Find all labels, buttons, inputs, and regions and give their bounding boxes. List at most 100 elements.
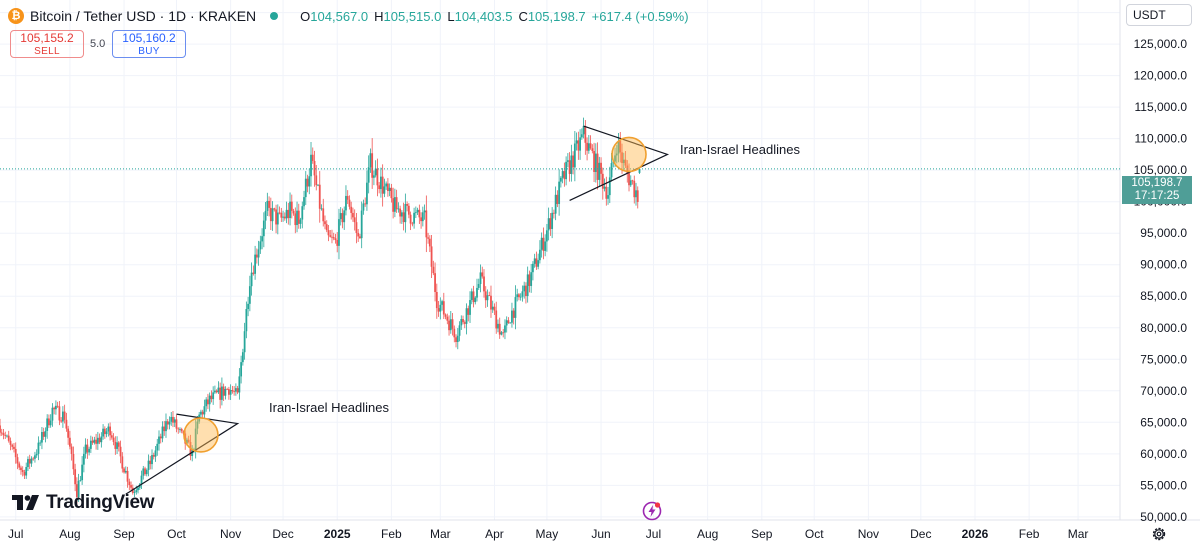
candle-body <box>378 185 381 190</box>
candle-body <box>397 208 400 210</box>
candle-body <box>364 203 367 205</box>
candle-body <box>362 203 365 211</box>
candle-body <box>245 309 248 332</box>
candle-body <box>584 126 587 143</box>
candle-body <box>175 419 178 429</box>
candle-body <box>126 470 129 482</box>
candle-body <box>589 143 592 149</box>
candle-body <box>324 221 326 225</box>
candle-body <box>586 142 588 151</box>
candle-body <box>430 246 433 267</box>
symbol-title[interactable]: Bitcoin / Tether USD · 1D · KRAKEN <box>30 8 257 24</box>
gear-icon[interactable] <box>1151 526 1167 542</box>
candle-body <box>9 440 12 445</box>
candle-body <box>105 431 108 435</box>
time-axis[interactable]: Jul Aug Sep Oct Nov Dec 2025 Feb Mar Apr May Jun Jul… <box>8 527 1088 541</box>
candle-body <box>532 263 534 273</box>
candle-body <box>23 472 26 476</box>
candle-body <box>79 480 82 481</box>
candle-body <box>596 153 599 180</box>
candle-body <box>49 420 52 426</box>
candle-body <box>107 426 110 432</box>
candle-body <box>18 463 21 468</box>
sell-button[interactable]: 105,155.2 SELL <box>10 30 84 58</box>
candle-body <box>331 236 333 238</box>
time-tick-label: Apr <box>485 527 504 541</box>
candle-body <box>481 272 484 277</box>
candle-body <box>336 239 339 246</box>
candle-body <box>491 306 494 310</box>
candle-body <box>495 310 498 329</box>
tradingview-logo-icon <box>12 495 39 510</box>
candle-body <box>82 453 85 465</box>
candle-body <box>56 405 59 407</box>
candle-body <box>306 178 309 187</box>
candle-body <box>100 436 103 443</box>
candle-body <box>355 222 358 233</box>
candle-body <box>338 219 340 246</box>
candle-body <box>234 388 237 392</box>
candle-body <box>545 230 548 242</box>
ohlc-open: O104,567.0 <box>300 8 369 24</box>
candle-body <box>549 218 552 229</box>
candle-body <box>414 212 417 214</box>
candle-body <box>301 206 304 220</box>
tradingview-logo[interactable]: TradingView <box>12 492 155 514</box>
candle-body <box>222 386 225 396</box>
candle-body <box>262 220 265 237</box>
candle-body <box>402 212 405 223</box>
candle-body <box>509 322 512 324</box>
candle-body <box>511 310 513 323</box>
candle-body <box>318 184 321 209</box>
market-status-dot[interactable] <box>270 12 279 20</box>
annotation-label-2024[interactable]: Iran-Israel Headlines <box>269 400 389 415</box>
candle-body <box>37 442 40 454</box>
candle-body <box>268 200 270 208</box>
candle-body <box>290 201 293 211</box>
price-axis[interactable]: 50,000.0 55,000.0 60,000.0 65,000.0 70,000.0… <box>1134 37 1188 524</box>
candle-body <box>628 172 630 186</box>
candle-body <box>16 457 19 464</box>
buy-button[interactable]: 105,160.2 BUY <box>112 30 186 58</box>
candle-body <box>404 203 407 223</box>
candle-body <box>544 241 547 251</box>
symbol-header: ₿ Bitcoin / Tether USD · 1D · KRAKEN O10… <box>8 6 689 26</box>
candle-body <box>380 176 382 190</box>
time-tick-label: 2025 <box>324 527 351 541</box>
candle-body <box>624 159 627 166</box>
candle-body <box>320 208 323 210</box>
ohlc-low: L104,403.5 <box>447 8 513 24</box>
currency-selector[interactable]: USDT <box>1126 4 1192 26</box>
candle-body <box>166 421 169 425</box>
time-tick-label: Jun <box>591 527 610 541</box>
candle-body <box>434 273 436 293</box>
candle-body <box>27 459 29 468</box>
candle-body <box>74 469 77 485</box>
candle-body <box>638 168 641 173</box>
time-tick-label: Jul <box>8 527 23 541</box>
candle-body <box>474 297 477 303</box>
candle-body <box>121 456 124 469</box>
price-tick-label: 125,000.0 <box>1134 37 1188 51</box>
flash-icon[interactable] <box>642 501 662 521</box>
buy-label: BUY <box>138 46 160 57</box>
candle-body <box>95 439 97 444</box>
candle-body <box>462 318 464 323</box>
candle-body <box>0 432 3 434</box>
candle-body <box>70 446 73 455</box>
candle-body <box>84 444 87 454</box>
candle-body <box>339 213 342 220</box>
sell-label: SELL <box>34 46 60 57</box>
time-tick-label: Sep <box>751 527 773 541</box>
candle-body <box>0 425 1 433</box>
candle-body <box>580 134 583 138</box>
annotation-label-2025[interactable]: Iran-Israel Headlines <box>680 142 800 157</box>
candle-body <box>72 454 75 470</box>
candle-body <box>582 126 585 135</box>
price-tick-label: 95,000.0 <box>1140 226 1187 240</box>
candle-body <box>533 258 536 264</box>
candle-body <box>423 210 426 213</box>
candle-body <box>112 437 115 442</box>
candle-body <box>250 272 253 287</box>
